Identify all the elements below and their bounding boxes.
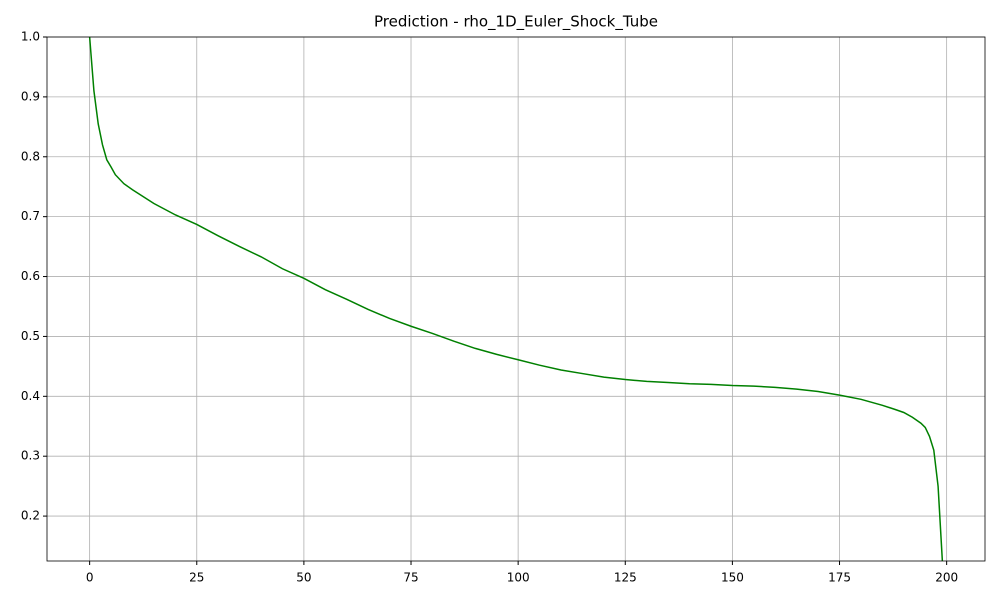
y-tick-label: 0.3 — [21, 449, 40, 463]
y-tick-label: 0.6 — [21, 269, 40, 283]
y-tick-label: 1.0 — [21, 30, 40, 44]
plot-frame — [46, 36, 986, 562]
x-tick-label: 0 — [86, 571, 94, 585]
y-tick-label: 0.2 — [21, 509, 40, 523]
y-tick-label: 0.7 — [21, 209, 40, 223]
x-tick-label: 75 — [403, 571, 418, 585]
y-tick-label: 0.9 — [21, 89, 40, 103]
x-tick-label: 150 — [721, 571, 744, 585]
data-line — [88, 36, 944, 562]
x-tick-label: 200 — [935, 571, 958, 585]
y-tick-label: 0.5 — [21, 329, 40, 343]
x-tick-label: 125 — [614, 571, 637, 585]
x-tick-label: 50 — [296, 571, 311, 585]
y-tick-label: 0.8 — [21, 149, 40, 163]
chart-title: Prediction - rho_1D_Euler_Shock_Tube — [374, 13, 658, 32]
x-tick-label: 100 — [507, 571, 530, 585]
x-tick-label: 25 — [189, 571, 204, 585]
x-tick-label: 175 — [828, 571, 851, 585]
y-tick-label: 0.4 — [21, 389, 40, 403]
